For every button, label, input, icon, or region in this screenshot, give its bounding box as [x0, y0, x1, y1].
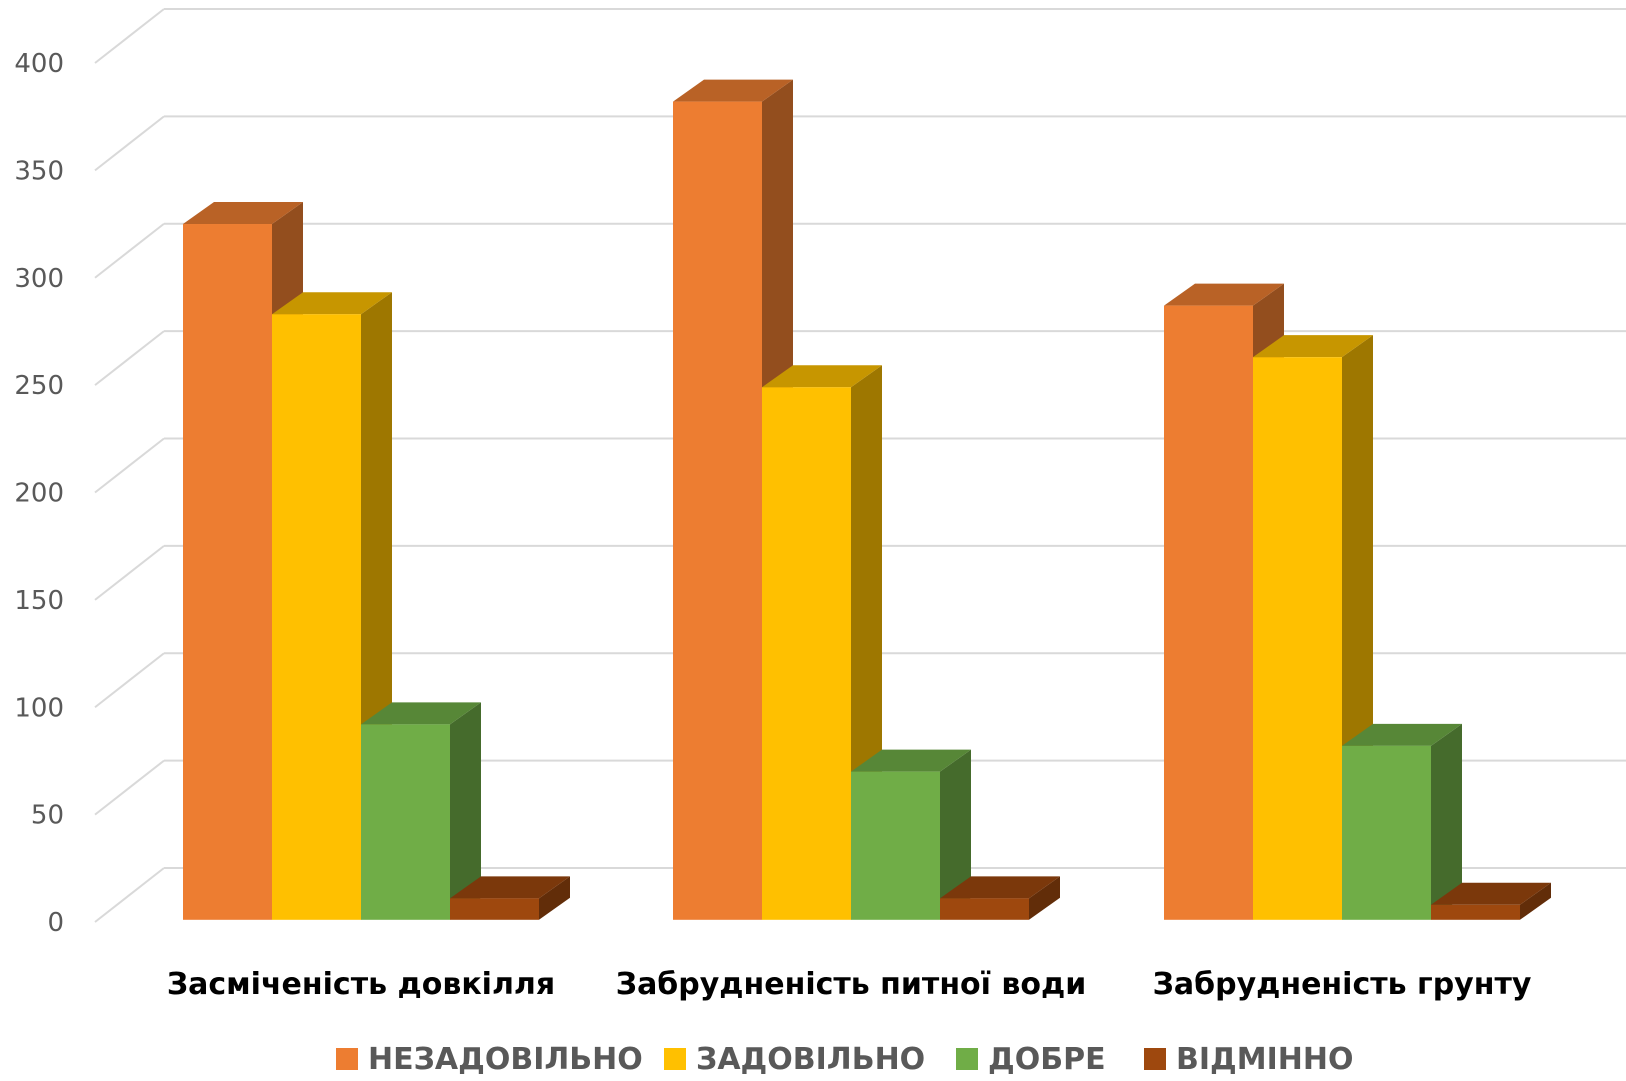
bar-top	[1431, 882, 1551, 905]
y-tick-label: 200	[14, 479, 64, 509]
bar-top	[673, 79, 793, 102]
category-label: Забрудненість грунту	[1153, 967, 1532, 1002]
bar	[450, 876, 570, 920]
bar-top	[361, 702, 481, 725]
bar	[940, 876, 1060, 920]
legend-swatch	[956, 1048, 978, 1070]
bar-top	[1253, 335, 1373, 358]
bars	[183, 79, 1551, 920]
bar-front	[1342, 745, 1431, 920]
legend-item: ДОБРЕ	[956, 1042, 1106, 1077]
legend: НЕЗАДОВІЛЬНО ЗАДОВІЛЬНО ДОБРЕ ВІДМІННО	[336, 1042, 1353, 1077]
bar-top	[1342, 723, 1462, 746]
gridline-diagonal	[94, 867, 165, 923]
bar	[272, 292, 392, 920]
gridline-diagonal	[94, 8, 165, 64]
bar-top	[762, 365, 882, 388]
y-tick-label: 0	[47, 908, 64, 938]
gridline-diagonal	[94, 115, 165, 172]
bar-front	[450, 898, 539, 920]
y-tick-label: 50	[31, 801, 64, 831]
gridline-diagonal	[94, 652, 165, 709]
bar-front	[272, 314, 361, 920]
bar-side	[940, 749, 971, 920]
bar-top	[183, 202, 303, 225]
bar-front	[940, 898, 1029, 920]
bar-front	[183, 224, 272, 920]
y-tick-label: 400	[14, 49, 64, 79]
category-label: Засміченість довкілля	[167, 967, 555, 1002]
bar-top	[851, 749, 971, 772]
bar-top	[272, 292, 392, 315]
gridline-diagonal	[94, 545, 165, 601]
bar-side	[539, 876, 570, 920]
category-labels: Засміченість довкілля Забрудненість питно…	[167, 967, 1532, 1002]
bar	[1431, 882, 1551, 920]
bar-front	[1431, 904, 1520, 920]
bar	[1253, 335, 1373, 920]
legend-swatch	[1144, 1048, 1166, 1070]
legend-swatch	[336, 1048, 358, 1070]
legend-label: ВІДМІННО	[1176, 1042, 1353, 1077]
bar-front	[1253, 357, 1342, 920]
bar-side	[450, 702, 481, 920]
bar-side	[1029, 876, 1060, 920]
legend-label: ДОБРЕ	[988, 1042, 1106, 1077]
bar-front	[1164, 305, 1253, 920]
bar-top	[940, 876, 1060, 899]
bar-front	[762, 387, 851, 920]
bar-side	[1520, 882, 1551, 920]
y-axis-ticks: 0 50 100 150 200 250 300 350 400	[14, 49, 64, 938]
bar-front	[673, 101, 762, 920]
bar	[1342, 723, 1462, 920]
y-tick-label: 150	[14, 586, 64, 616]
gridline-diagonal	[94, 759, 165, 816]
y-tick-label: 350	[14, 156, 64, 186]
legend-swatch	[664, 1048, 686, 1070]
legend-item: ВІДМІННО	[1144, 1042, 1353, 1077]
gridline-diagonal	[94, 330, 165, 386]
bar	[851, 749, 971, 920]
gridline-diagonal	[94, 222, 165, 279]
y-tick-label: 300	[14, 264, 64, 294]
legend-label: ЗАДОВІЛЬНО	[696, 1042, 925, 1077]
legend-label: НЕЗАДОВІЛЬНО	[368, 1042, 643, 1077]
bar-top	[1164, 283, 1284, 306]
bar-front	[851, 771, 940, 920]
gridlines	[94, 8, 1626, 923]
category-label: Забрудненість питної води	[616, 967, 1086, 1002]
bar-side	[1431, 723, 1462, 920]
bar	[361, 702, 481, 920]
bar-top	[450, 876, 570, 899]
gridline-diagonal	[94, 437, 165, 494]
y-tick-label: 100	[14, 693, 64, 723]
y-tick-label: 250	[14, 371, 64, 401]
bar-front	[361, 724, 450, 920]
legend-item: ЗАДОВІЛЬНО	[664, 1042, 925, 1077]
legend-item: НЕЗАДОВІЛЬНО	[336, 1042, 643, 1077]
